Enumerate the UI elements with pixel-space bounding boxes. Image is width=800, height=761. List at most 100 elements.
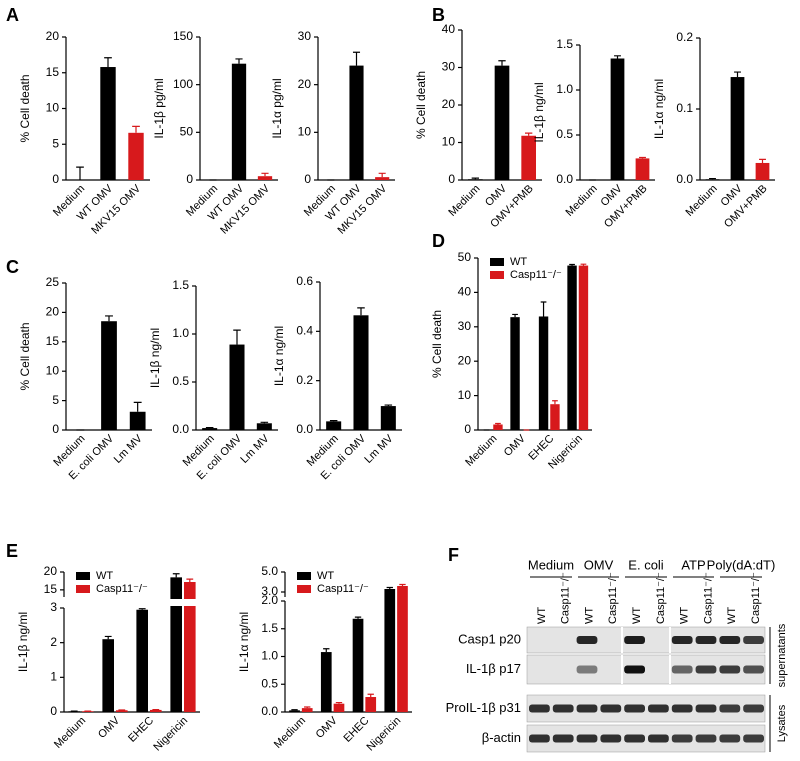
y-tick-label: 5 <box>52 136 59 150</box>
error-bar <box>172 573 180 578</box>
blot-band <box>576 734 598 743</box>
blot-band <box>600 704 622 713</box>
y-tick-label: 15 <box>44 582 58 596</box>
y-tick-label: 0.0 <box>296 422 313 436</box>
blot-band <box>552 704 574 713</box>
blot-band <box>576 704 598 713</box>
lane-label: Casp11⁻/⁻ <box>702 572 714 624</box>
blot-band <box>695 704 717 713</box>
x-tick-label: Medium <box>564 183 600 219</box>
blot-row-label: IL-1β p17 <box>466 661 521 676</box>
panel-label: B <box>432 5 445 25</box>
error-bar <box>233 329 241 345</box>
y-tick-label: 50 <box>180 125 194 139</box>
lane-label: WT <box>679 607 691 624</box>
legend-swatch <box>490 258 504 266</box>
bar <box>100 67 116 180</box>
y-tick-label: 5 <box>52 393 59 407</box>
error-bar <box>132 125 140 133</box>
y-axis-label: IL-1β ng/ml <box>148 328 162 388</box>
blot-band <box>695 665 717 674</box>
y-tick-label: 5.0 <box>261 564 278 578</box>
y-axis-label: IL-1α pg/ml <box>270 78 284 138</box>
blot-band <box>743 734 764 743</box>
blot-band <box>719 704 741 713</box>
error-bar <box>512 313 518 318</box>
error-bar <box>235 58 243 64</box>
bar <box>101 321 117 430</box>
lane-label: Casp11⁻/⁻ <box>750 572 762 624</box>
y-tick-label: 0.5 <box>261 676 278 690</box>
lane-label: WT <box>583 607 595 624</box>
y-tick-label: 0 <box>50 704 57 718</box>
y-axis-label: IL-1α ng/ml <box>272 326 286 386</box>
error-bar <box>104 57 112 68</box>
y-tick-label: 3 <box>50 600 57 614</box>
x-tick-label: Nigericin <box>151 715 190 754</box>
blot-band <box>719 665 741 674</box>
y-axis-label: IL-1β ng/ml <box>16 612 30 672</box>
blot-band <box>671 734 693 743</box>
bar <box>755 162 770 180</box>
blot-band <box>529 734 550 743</box>
blot-band <box>743 665 764 674</box>
y-tick-label: 1.0 <box>556 82 573 96</box>
bar <box>229 344 245 430</box>
blot-row-label: Casp1 p20 <box>458 631 521 646</box>
y-tick-label: 0.6 <box>296 274 313 288</box>
error-bar <box>384 404 393 407</box>
blot-band <box>552 734 574 743</box>
y-tick-label: 1 <box>50 670 57 684</box>
bar <box>380 406 396 430</box>
bar <box>102 639 114 712</box>
blot-band <box>648 704 669 713</box>
bar <box>231 63 247 181</box>
y-tick-label: 1.5 <box>556 37 573 51</box>
blot-group-label: Poly(dA:dT) <box>707 557 776 572</box>
blot-band <box>671 704 693 713</box>
legend-swatch <box>297 585 311 593</box>
y-tick-label: 10 <box>46 363 60 377</box>
error-bar <box>367 693 374 698</box>
error-bar <box>580 263 587 266</box>
y-axis-label: % Cell death <box>414 71 428 139</box>
y-axis-label: % Cell death <box>18 322 32 390</box>
error-bar <box>357 307 365 316</box>
side-label: supernatants <box>776 623 788 687</box>
blot-band <box>576 665 598 674</box>
y-tick-label: 0.0 <box>676 172 693 186</box>
blot-band <box>671 636 693 644</box>
bar <box>202 428 218 430</box>
axis-break <box>58 599 202 606</box>
y-tick-label: 10 <box>298 125 312 139</box>
bar <box>384 589 396 712</box>
error-bar <box>378 172 386 178</box>
y-tick-label: 0.1 <box>676 101 693 115</box>
blot-row-label: β-actin <box>482 730 521 745</box>
blot-band <box>719 734 741 743</box>
y-tick-label: 150 <box>173 29 193 43</box>
y-tick-label: 1.5 <box>261 621 278 635</box>
x-tick-label: Lm MV <box>238 432 272 466</box>
error-bar <box>291 709 298 711</box>
error-bar <box>133 401 142 412</box>
y-tick-label: 0.2 <box>676 30 693 44</box>
legend-swatch <box>490 271 504 279</box>
error-bar <box>260 421 269 424</box>
blot-band <box>624 665 645 674</box>
y-tick-label: 2.0 <box>261 593 278 607</box>
bar <box>257 176 273 180</box>
y-tick-label: 10 <box>46 101 60 115</box>
blot-group-label: Medium <box>528 557 574 572</box>
bar <box>289 710 300 712</box>
y-tick-label: 0 <box>52 422 59 436</box>
blot-band <box>648 734 669 743</box>
y-tick-label: 1.0 <box>172 326 189 340</box>
bar <box>184 582 196 712</box>
error-bar <box>569 263 575 266</box>
y-tick-label: 10 <box>458 388 472 402</box>
y-tick-label: 0 <box>448 172 455 186</box>
y-tick-label: 20 <box>298 77 312 91</box>
bar <box>256 423 272 430</box>
lane-label: Casp11⁻/⁻ <box>655 572 667 624</box>
